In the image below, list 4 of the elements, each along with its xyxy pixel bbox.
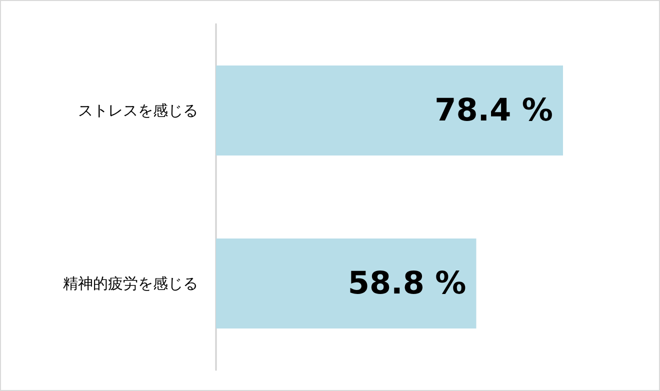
y-tick-label: ストレスを感じる — [78, 102, 198, 120]
y-tick-label: 精神的疲労を感じる — [63, 274, 198, 292]
data-label: 58.8 % — [348, 266, 466, 302]
data-label: 78.4 % — [434, 92, 553, 128]
